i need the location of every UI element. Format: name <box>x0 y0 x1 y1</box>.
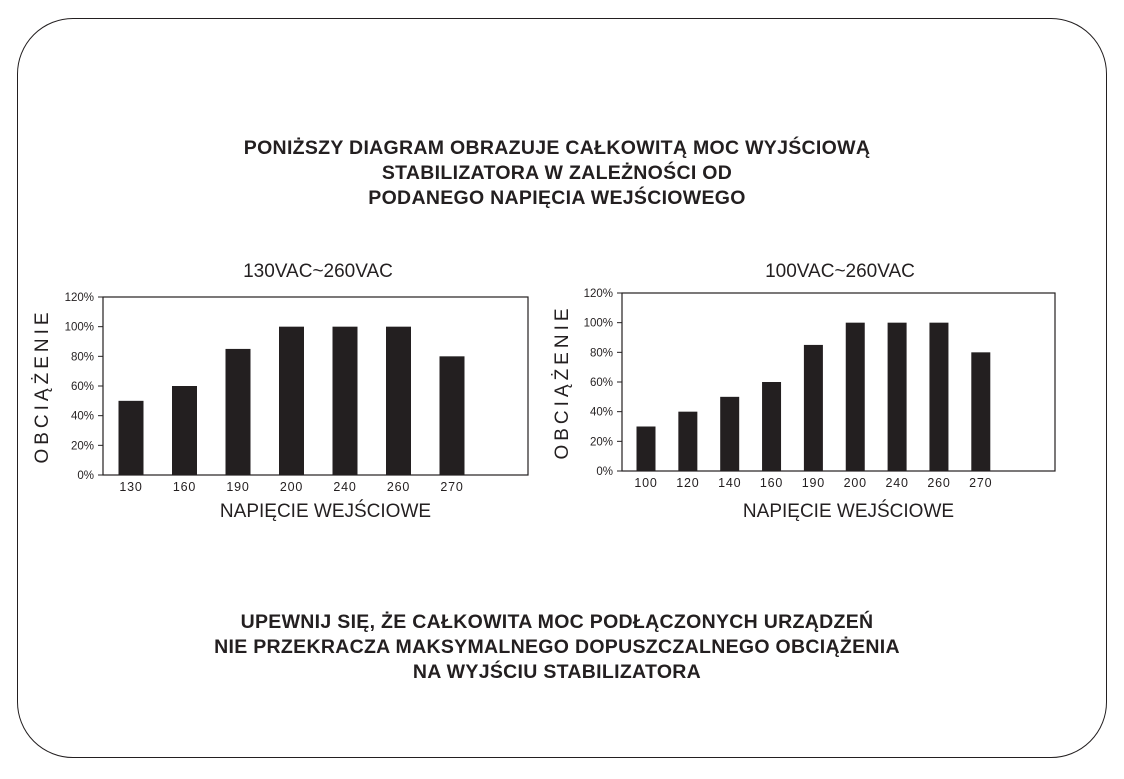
bottom-heading-line: UPEWNIJ SIĘ, ŻE CAŁKOWITA MOC PODŁĄCZONY… <box>240 611 874 633</box>
bar <box>636 426 656 471</box>
x-tick-label: 240 <box>885 476 908 490</box>
y-axis-label: OBCIĄŻENIE <box>32 308 53 463</box>
bar <box>803 344 823 471</box>
bottom-heading-line: NIE PRZEKRACZA MAKSYMALNEGO DOPUSZCZALNE… <box>214 636 900 658</box>
top-heading-line: PONIŻSZY DIAGRAM OBRAZUJE CAŁKOWITĄ MOC … <box>243 137 871 159</box>
bar <box>762 382 782 471</box>
y-tick-label: 120% <box>584 288 613 300</box>
x-tick-label: 260 <box>387 480 410 494</box>
top-heading: PONIŻSZY DIAGRAM OBRAZUJE CAŁKOWITĄ MOC … <box>0 136 1114 211</box>
y-axis-label: OBCIĄŻENIE <box>552 304 573 459</box>
y-tick-label: 60% <box>71 381 94 393</box>
bar <box>118 400 144 475</box>
x-tick-label: 270 <box>440 480 463 494</box>
x-tick-label: 160 <box>173 480 196 494</box>
bar <box>225 348 251 475</box>
bar <box>720 396 740 471</box>
x-tick-label: 160 <box>760 476 783 490</box>
bar <box>172 386 197 475</box>
x-tick-label: 240 <box>333 480 356 494</box>
bar <box>971 352 991 471</box>
y-tick-label: 80% <box>71 351 94 363</box>
x-tick-label: 270 <box>969 476 992 490</box>
bar <box>386 326 411 475</box>
y-tick-label: 0% <box>77 470 94 482</box>
y-tick-label: 20% <box>71 440 94 452</box>
x-tick-label: 130 <box>119 480 142 494</box>
bar <box>845 322 865 471</box>
x-tick-label: 200 <box>280 480 303 494</box>
y-tick-label: 0% <box>596 466 613 478</box>
chart-title: 100VAC~260VAC <box>765 261 915 282</box>
x-tick-label: 190 <box>226 480 249 494</box>
x-tick-label: 260 <box>927 476 950 490</box>
y-tick-label: 80% <box>590 347 613 359</box>
bottom-heading-line: NA WYJŚCIU STABILIZATORA <box>412 661 702 683</box>
bar <box>332 326 358 475</box>
y-tick-label: 40% <box>71 411 94 423</box>
bar <box>439 356 465 475</box>
bar <box>678 411 698 471</box>
bar <box>887 322 907 471</box>
y-tick-label: 120% <box>65 292 94 304</box>
x-tick-label: 120 <box>676 476 699 490</box>
x-axis-label: NAPIĘCIE WEJŚCIOWE <box>220 500 431 522</box>
bar <box>279 326 304 475</box>
x-tick-label: 190 <box>802 476 825 490</box>
chart-title: 130VAC~260VAC <box>243 261 393 282</box>
bottom-heading: UPEWNIJ SIĘ, ŻE CAŁKOWITA MOC PODŁĄCZONY… <box>0 610 1114 685</box>
x-axis-label: NAPIĘCIE WEJŚCIOWE <box>743 500 954 522</box>
y-tick-label: 100% <box>584 318 613 330</box>
outer-frame <box>17 18 1107 758</box>
bar <box>929 322 949 471</box>
y-tick-label: 40% <box>590 407 613 419</box>
x-tick-label: 200 <box>844 476 867 490</box>
top-heading-line: STABILIZATORA W ZALEŻNOŚCI OD <box>381 162 733 184</box>
y-tick-label: 20% <box>590 436 613 448</box>
x-tick-label: 140 <box>718 476 741 490</box>
x-tick-label: 100 <box>634 476 657 490</box>
y-tick-label: 100% <box>65 322 94 334</box>
y-tick-label: 60% <box>590 377 613 389</box>
top-heading-line: PODANEGO NAPIĘCIA WEJŚCIOWEGO <box>368 187 746 209</box>
